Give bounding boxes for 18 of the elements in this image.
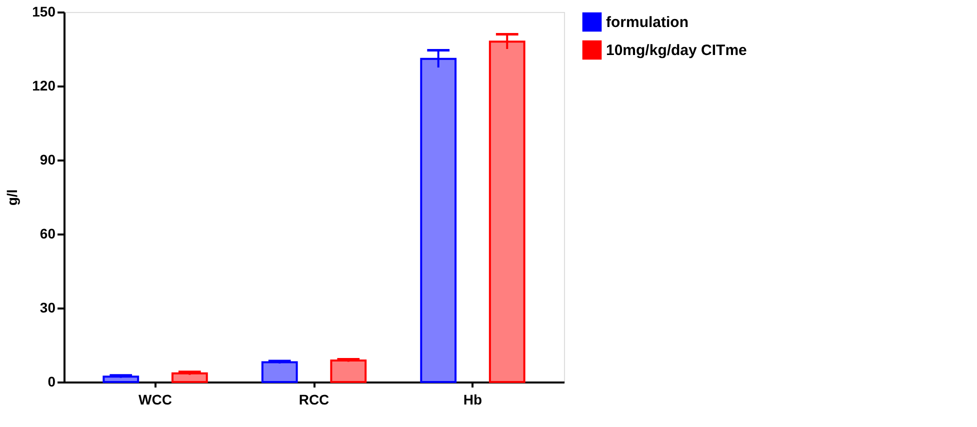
x-tick-label: Hb <box>463 392 482 408</box>
y-tick-label: 90 <box>40 152 56 168</box>
y-tick-label: 0 <box>48 374 56 390</box>
y-tick-label: 150 <box>32 4 56 20</box>
bar <box>261 361 298 383</box>
legend-label: formulation <box>606 14 688 31</box>
y-tick-label: 120 <box>32 78 56 94</box>
bar <box>330 360 367 383</box>
bar <box>171 372 208 383</box>
bar <box>488 40 526 383</box>
y-tick-label: 30 <box>40 300 56 316</box>
bar <box>420 58 457 383</box>
x-tick-label: RCC <box>298 392 330 408</box>
bar <box>102 376 140 383</box>
x-tick-label: WCC <box>138 392 172 408</box>
legend-label: 10mg/kg/day CITme <box>606 42 747 59</box>
y-axis-title: g/l <box>4 189 20 206</box>
y-tick-label: 60 <box>40 226 56 242</box>
